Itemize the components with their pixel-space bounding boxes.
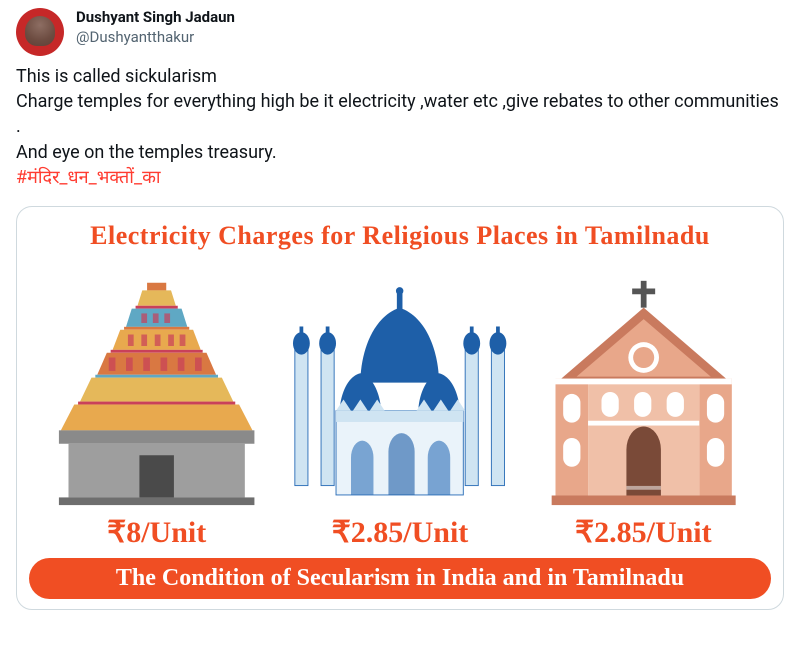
hashtag-link[interactable]: #मंदिर_धन_भक्तों_का (16, 165, 784, 190)
temple-price: ₹8/Unit (35, 515, 278, 550)
tweet-text: This is called sickularism Charge temple… (16, 64, 784, 190)
attached-infographic[interactable]: Electricity Charges for Religious Places… (16, 206, 784, 610)
tweet-header: Dushyant Singh Jadaun @Dushyantthakur (16, 8, 784, 56)
buildings-row (17, 261, 783, 511)
church-price: ₹2.85/Unit (522, 515, 765, 550)
user-info: Dushyant Singh Jadaun @Dushyantthakur (76, 8, 235, 47)
mosque-icon (278, 277, 521, 507)
avatar[interactable] (16, 8, 64, 56)
temple-illustration (35, 261, 278, 507)
tweet-line: And eye on the temples treasury. (16, 140, 784, 165)
church-illustration (522, 261, 765, 507)
infographic-title: Electricity Charges for Religious Places… (17, 207, 783, 261)
temple-icon (35, 277, 278, 507)
church-icon (522, 277, 765, 507)
tweet-container: Dushyant Singh Jadaun @Dushyantthakur Th… (16, 8, 784, 610)
prices-row: ₹8/Unit ₹2.85/Unit ₹2.85/Unit (17, 511, 783, 558)
tweet-line: Charge temples for everything high be it… (16, 89, 784, 139)
mosque-illustration (278, 261, 521, 507)
display-name[interactable]: Dushyant Singh Jadaun (76, 8, 235, 28)
user-handle[interactable]: @Dushyantthakur (76, 28, 235, 48)
mosque-price: ₹2.85/Unit (278, 515, 521, 550)
infographic-footer: The Condition of Secularism in India and… (29, 558, 771, 599)
tweet-line: This is called sickularism (16, 64, 784, 89)
